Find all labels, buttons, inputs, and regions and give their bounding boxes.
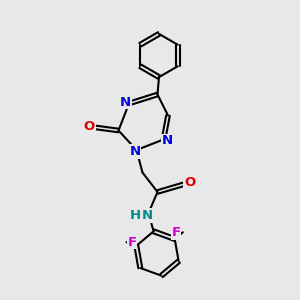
Text: F: F: [127, 236, 136, 249]
Text: O: O: [184, 176, 195, 190]
Text: N: N: [129, 145, 141, 158]
Text: N: N: [120, 95, 131, 109]
Text: N: N: [161, 134, 173, 148]
Text: N: N: [141, 209, 153, 222]
Text: O: O: [84, 119, 95, 133]
Text: H: H: [129, 209, 141, 222]
Text: F: F: [172, 226, 181, 239]
